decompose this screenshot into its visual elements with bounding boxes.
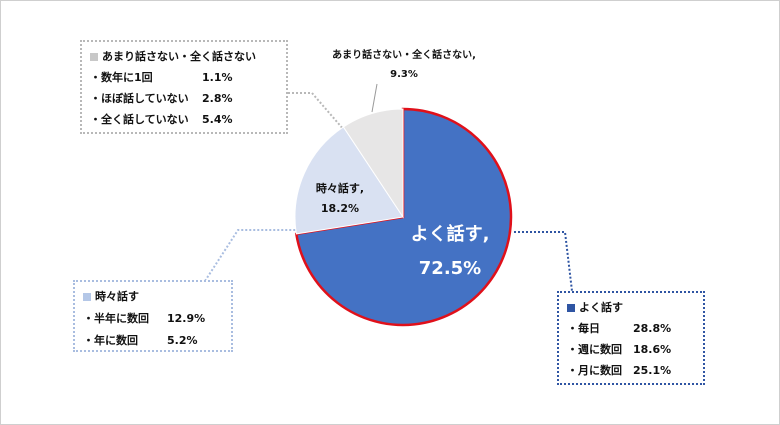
callout-row-label: ・月に数回 — [567, 364, 622, 377]
callout-rarely: あまり話さない・全く話さない ・数年に1回 1.1% ・ほぼ話していない 2.8… — [80, 40, 288, 134]
slice-often-outline — [294, 107, 513, 327]
callout-often-title: よく話す — [579, 301, 623, 314]
slice-label-often-value: 72.5% — [419, 258, 481, 279]
callout-row-value: 5.2% — [167, 334, 198, 347]
callout-row-label: ・数年に1回 — [90, 71, 153, 84]
callout-row-value: 18.6% — [633, 343, 672, 356]
callout-row: ・年に数回 5.2% — [83, 330, 223, 352]
connector-rarely — [288, 92, 345, 131]
callout-sometimes-header: 時々話す — [83, 286, 223, 308]
slice-label-rarely-name: あまり話さない・全く話さない, — [332, 48, 476, 61]
connector-often — [514, 231, 573, 292]
slice-label-often-name: よく話す, — [411, 223, 490, 245]
callout-sometimes: 時々話す ・半年に数回 12.9% ・年に数回 5.2% — [73, 280, 233, 352]
slice-label-rarely-value: 9.3% — [390, 69, 418, 80]
callout-row-value: 2.8% — [202, 92, 233, 105]
slice-label-sometimes-value: 18.2% — [321, 202, 359, 215]
callout-often: よく話す ・毎日 28.8% ・週に数回 18.6% ・月に数回 25.1% — [557, 291, 705, 385]
callout-row-label: ・半年に数回 — [83, 312, 149, 325]
callout-often-header: よく話す — [567, 297, 695, 318]
callout-row-value: 25.1% — [633, 364, 672, 377]
slice-labels: よく話す, 72.5% 時々話す, 18.2% あまり話さない・全く話さない, 9.3% — [316, 48, 490, 279]
callout-connectors — [204, 92, 573, 292]
callout-row: ・全く話していない 5.4% — [90, 109, 278, 130]
callout-row-value: 1.1% — [202, 71, 233, 84]
slice-rarely — [342, 108, 404, 219]
leader-line-rarely — [371, 83, 378, 113]
callout-row: ・毎日 28.8% — [567, 318, 695, 339]
callout-rarely-header: あまり話さない・全く話さない — [90, 46, 278, 67]
callout-row-label: ・毎日 — [567, 322, 600, 335]
callout-sometimes-title: 時々話す — [95, 290, 139, 303]
connector-sometimes — [204, 229, 296, 282]
slice-sometimes — [294, 126, 404, 235]
callout-row: ・月に数回 25.1% — [567, 360, 695, 381]
callout-row-value: 12.9% — [167, 312, 206, 325]
callout-rarely-title: あまり話さない・全く話さない — [102, 50, 256, 63]
legend-swatch-often — [567, 303, 575, 312]
callout-row-label: ・全く話していない — [90, 113, 189, 126]
callout-row: ・ほぼ話していない 2.8% — [90, 88, 278, 109]
legend-swatch-sometimes — [83, 293, 91, 301]
callout-row: ・半年に数回 12.9% — [83, 308, 223, 330]
callout-row: ・週に数回 18.6% — [567, 339, 695, 360]
callout-row-label: ・年に数回 — [83, 334, 138, 347]
pie-slices — [294, 107, 513, 327]
callout-row-value: 28.8% — [633, 322, 672, 335]
callout-row-label: ・ほぼ話していない — [90, 92, 189, 105]
callout-row-value: 5.4% — [202, 113, 233, 126]
slice-label-sometimes-name: 時々話す, — [316, 181, 364, 195]
legend-swatch-rarely — [90, 52, 98, 61]
callout-row: ・数年に1回 1.1% — [90, 67, 278, 88]
callout-row-label: ・週に数回 — [567, 343, 622, 356]
